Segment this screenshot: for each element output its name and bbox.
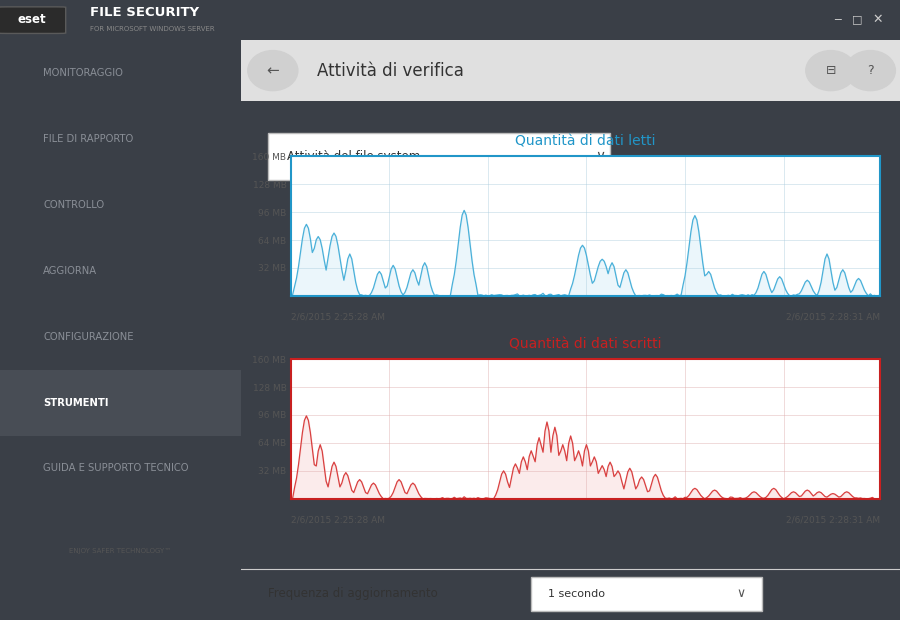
Text: 2/6/2015 2:25:28 AM: 2/6/2015 2:25:28 AM [291, 516, 384, 525]
Text: eset: eset [17, 13, 46, 26]
Text: ∨: ∨ [736, 587, 745, 600]
FancyBboxPatch shape [0, 370, 241, 435]
FancyBboxPatch shape [531, 577, 761, 611]
Text: 2/6/2015 2:28:31 AM: 2/6/2015 2:28:31 AM [786, 516, 880, 525]
Text: ∨: ∨ [595, 149, 606, 163]
Text: CONFIGURAZIONE: CONFIGURAZIONE [43, 332, 134, 342]
FancyBboxPatch shape [241, 40, 900, 101]
Circle shape [845, 51, 896, 91]
Text: Attività di verifica: Attività di verifica [317, 61, 464, 79]
Text: ⊟: ⊟ [825, 64, 836, 77]
Text: ✕: ✕ [872, 13, 883, 26]
Text: Frequenza di aggiornamento: Frequenza di aggiornamento [267, 587, 437, 600]
Text: ←: ← [266, 63, 279, 78]
FancyBboxPatch shape [0, 7, 66, 33]
FancyBboxPatch shape [267, 133, 610, 180]
Text: □: □ [852, 14, 863, 24]
Text: STRUMENTI: STRUMENTI [43, 397, 109, 407]
Text: FILE DI RAPPORTO: FILE DI RAPPORTO [43, 134, 134, 144]
Text: FOR MICROSOFT WINDOWS SERVER: FOR MICROSOFT WINDOWS SERVER [90, 26, 214, 32]
Text: MONITORAGGIO: MONITORAGGIO [43, 68, 123, 78]
Text: 1 secondo: 1 secondo [547, 588, 605, 599]
Text: 2/6/2015 2:25:28 AM: 2/6/2015 2:25:28 AM [291, 312, 384, 322]
Text: AGGIORNA: AGGIORNA [43, 266, 97, 276]
Circle shape [248, 51, 298, 91]
Text: ─: ─ [834, 14, 842, 24]
Circle shape [806, 51, 856, 91]
Text: Quantità di dati scritti: Quantità di dati scritti [509, 338, 662, 352]
Text: 2/6/2015 2:28:31 AM: 2/6/2015 2:28:31 AM [786, 312, 880, 322]
Text: ENJOY SAFER TECHNOLOGY™: ENJOY SAFER TECHNOLOGY™ [69, 549, 172, 554]
Text: Quantità di dati letti: Quantità di dati letti [515, 135, 656, 149]
Text: GUIDA E SUPPORTO TECNICO: GUIDA E SUPPORTO TECNICO [43, 464, 189, 474]
Text: Attività del file system: Attività del file system [287, 150, 420, 162]
Text: ?: ? [867, 64, 874, 77]
Text: FILE SECURITY: FILE SECURITY [90, 6, 199, 19]
Text: CONTROLLO: CONTROLLO [43, 200, 104, 210]
